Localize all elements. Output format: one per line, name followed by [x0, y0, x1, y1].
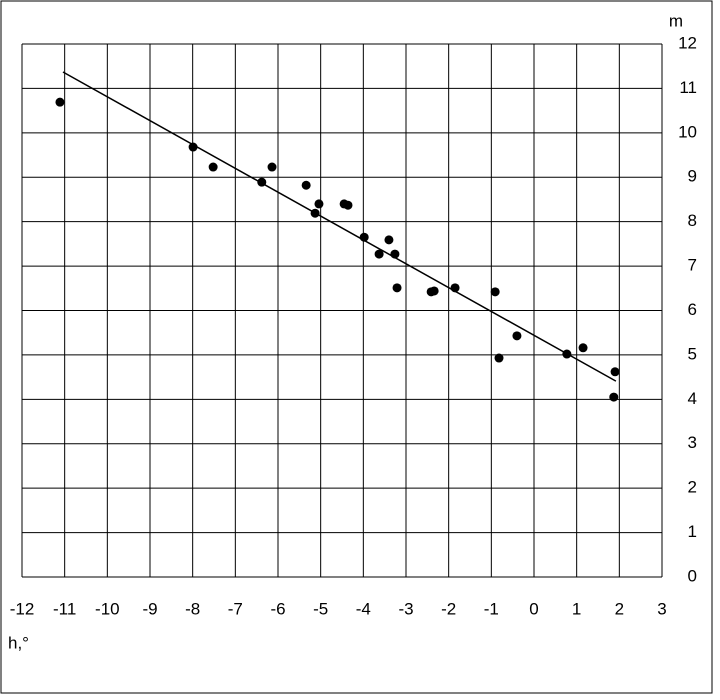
data-point — [609, 392, 619, 402]
data-point — [301, 180, 311, 190]
x-tick-label: 3 — [657, 599, 666, 618]
x-tick-label: -3 — [398, 599, 413, 618]
data-point — [384, 235, 394, 245]
x-tick-label: -6 — [270, 599, 285, 618]
data-point — [450, 283, 460, 293]
y-tick-label: 7 — [688, 256, 697, 275]
data-point — [359, 232, 369, 242]
x-tick-label: -2 — [441, 599, 456, 618]
x-tick-label: -12 — [10, 599, 35, 618]
data-point — [374, 249, 384, 259]
data-point — [490, 287, 500, 297]
y-tick-label: 10 — [678, 122, 697, 141]
data-point — [578, 343, 588, 353]
x-tick-label: -1 — [484, 599, 499, 618]
trend-line — [62, 71, 617, 382]
data-point — [392, 283, 402, 293]
y-tick-label: 0 — [688, 566, 697, 585]
data-point — [257, 177, 267, 187]
data-point — [512, 331, 522, 341]
y-tick-label: 11 — [679, 78, 697, 97]
y-axis-label: m — [669, 11, 683, 30]
data-point — [610, 367, 620, 377]
y-tick-label: 2 — [688, 478, 697, 497]
y-tick-label: 1 — [688, 522, 697, 541]
x-axis-label: h,° — [8, 633, 29, 652]
data-point — [310, 208, 320, 218]
data-point — [208, 162, 218, 172]
x-tick-label: -11 — [53, 599, 76, 618]
data-point — [188, 142, 198, 152]
y-tick-label: 5 — [688, 344, 697, 363]
x-tick-label: -4 — [356, 599, 371, 618]
y-tick-label: 9 — [688, 167, 697, 186]
x-tick-label: -5 — [313, 599, 328, 618]
y-tick-label: 6 — [688, 300, 697, 319]
y-tick-label: 4 — [688, 389, 697, 408]
x-tick-label: -10 — [95, 599, 120, 618]
data-point — [267, 162, 277, 172]
y-tick-label: 12 — [678, 33, 697, 52]
x-tick-label: 0 — [529, 599, 538, 618]
x-tick-label: -8 — [185, 599, 200, 618]
x-tick-label: 2 — [615, 599, 624, 618]
data-point — [314, 199, 324, 209]
data-point — [429, 286, 439, 296]
data-point — [343, 200, 353, 210]
x-tick-label: 1 — [572, 599, 581, 618]
x-tick-label: -7 — [228, 599, 243, 618]
data-point — [390, 249, 400, 259]
y-tick-label: 8 — [688, 211, 697, 230]
data-point — [562, 349, 572, 359]
y-tick-label: 3 — [688, 433, 697, 452]
data-point — [494, 353, 504, 363]
data-point — [55, 97, 65, 107]
x-tick-label: -9 — [142, 599, 157, 618]
